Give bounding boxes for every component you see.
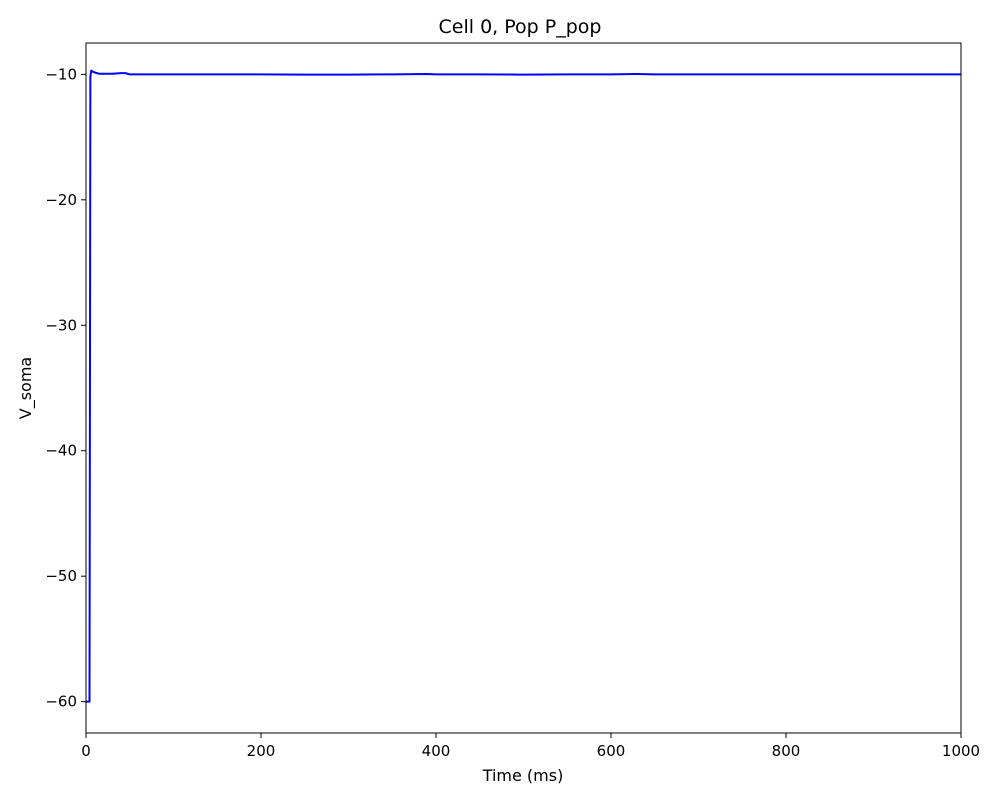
x-tick-label: 0 <box>81 742 91 760</box>
plot-frame <box>85 42 962 734</box>
x-tick-label: 200 <box>247 742 276 760</box>
y-tick-label: −10 <box>45 65 77 83</box>
x-axis: 0 200 400 600 800 1000 <box>81 733 980 760</box>
chart-title: Cell 0, Pop P_pop <box>439 16 602 38</box>
y-tick-label: −50 <box>45 567 77 585</box>
x-tick-label: 800 <box>772 742 801 760</box>
y-axis-label: V_soma <box>16 357 36 419</box>
y-tick-label: −20 <box>45 191 77 209</box>
y-axis: −60 −50 −40 −30 −20 −10 <box>45 65 86 711</box>
x-axis-label: Time (ms) <box>482 766 564 785</box>
y-tick-label: −30 <box>45 316 77 334</box>
x-tick-label: 600 <box>597 742 626 760</box>
series-line-0 <box>86 69 961 703</box>
plot-area <box>85 42 962 734</box>
x-tick-label: 400 <box>422 742 451 760</box>
y-tick-label: −60 <box>45 693 77 711</box>
y-tick-label: −40 <box>45 442 77 460</box>
x-tick-label: 1000 <box>942 742 980 760</box>
